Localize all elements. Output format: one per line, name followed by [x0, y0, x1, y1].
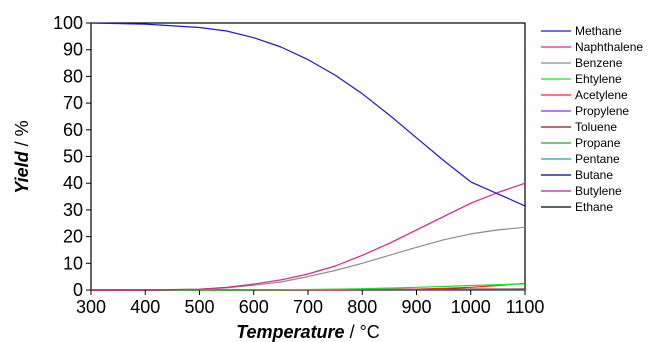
- x-tick-label: 800: [347, 297, 377, 317]
- x-tick-label: 900: [401, 297, 431, 317]
- x-axis-title: Temperature / °C: [236, 322, 380, 342]
- y-tick-label: 20: [63, 227, 83, 247]
- x-tick-label: 600: [239, 297, 269, 317]
- y-tick-label: 100: [53, 13, 83, 33]
- legend-label-benzene: Benzene: [575, 56, 623, 70]
- y-tick-label: 60: [63, 120, 83, 140]
- legend-label-ethane: Ethane: [575, 200, 613, 214]
- legend-label-propane: Propane: [575, 136, 621, 150]
- plot-frame: [90, 22, 526, 291]
- legend-label-naphthalene: Naphthalene: [575, 40, 643, 54]
- legend-label-acetylene: Acetylene: [575, 88, 628, 102]
- x-tick-label: 500: [184, 297, 214, 317]
- y-tick-label: 40: [63, 173, 83, 193]
- legend-label-toluene: Toluene: [575, 120, 617, 134]
- y-tick-label: 0: [73, 280, 83, 300]
- x-axis-title-main: Temperature: [236, 322, 344, 342]
- series-line-methane: [90, 22, 526, 207]
- legend-label-methane: Methane: [575, 24, 622, 38]
- series-line-ehtylene: [91, 283, 526, 291]
- y-tick-label: 70: [63, 93, 83, 113]
- legend-label-ehtylene: Ehtylene: [575, 72, 622, 86]
- ticks-layer: 300 400 500 600 700 800 900 1000 1100 0 10 20 30 40 50…: [53, 13, 544, 317]
- x-tick-label: 1000: [451, 297, 491, 317]
- series-line-naphthalene: [91, 182, 526, 291]
- y-axis-title-main: Yield: [12, 150, 32, 193]
- y-axis-title: Yield / %: [12, 120, 32, 193]
- y-tick-label: 10: [63, 253, 83, 273]
- x-tick-label: 700: [293, 297, 323, 317]
- legend-label-butane: Butane: [575, 168, 613, 182]
- x-tick-label: 300: [76, 297, 106, 317]
- legend-label-butylene: Butylene: [575, 184, 622, 198]
- legend-label-pentane: Pentane: [575, 152, 620, 166]
- x-tick-label: 400: [130, 297, 160, 317]
- y-tick-label: 80: [63, 66, 83, 86]
- series-layer: [90, 22, 526, 291]
- x-tick-label: 1100: [506, 297, 545, 317]
- x-axis-title-unit: / °C: [345, 322, 380, 342]
- y-axis-title-unit: / %: [12, 120, 32, 151]
- series-line-benzene: [91, 226, 526, 291]
- y-tick-label: 50: [63, 147, 83, 167]
- legend: Methane Naphthalene Benzene Ehtylene Acetyle…: [541, 24, 643, 214]
- y-tick-label: 90: [63, 40, 83, 60]
- y-tick-label: 30: [63, 200, 83, 220]
- legend-label-propylene: Propylene: [575, 104, 629, 118]
